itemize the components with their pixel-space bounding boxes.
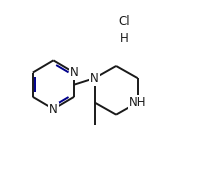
Text: N: N xyxy=(90,72,99,85)
Text: N: N xyxy=(70,66,78,79)
Text: N: N xyxy=(49,103,58,116)
Text: Cl: Cl xyxy=(119,15,130,28)
Text: NH: NH xyxy=(129,96,146,109)
Text: H: H xyxy=(120,32,129,45)
